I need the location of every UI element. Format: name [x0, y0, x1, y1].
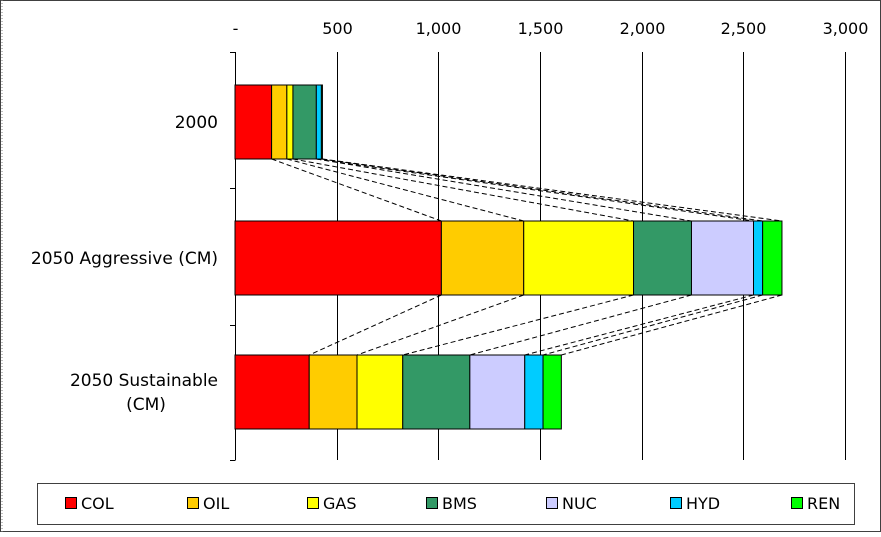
bar-layer — [234, 84, 783, 430]
legend-label-ren: REN — [807, 494, 840, 513]
bar-segment-gas — [286, 84, 294, 160]
bar-segment-gas — [523, 220, 635, 296]
bar-segment-bms — [402, 354, 471, 430]
legend-swatch-col — [65, 497, 77, 509]
series-connector-line — [286, 158, 524, 222]
legend-swatch-hyd — [670, 497, 682, 509]
x-tick-label: 3,000 — [823, 19, 869, 38]
series-connector-line — [316, 158, 692, 222]
x-tick-label: 500 — [322, 19, 353, 38]
legend-label-oil: OIL — [203, 494, 229, 513]
series-connector-line — [356, 294, 524, 356]
series-connector-line — [322, 158, 783, 222]
bar-segment-ren — [320, 84, 323, 160]
legend-swatch-oil — [187, 497, 199, 509]
legend-label-gas: GAS — [323, 494, 357, 513]
legend-label-hyd: HYD — [686, 494, 720, 513]
series-connector-line — [542, 294, 763, 356]
bar-segment-oil — [271, 84, 288, 160]
x-tick-label: 2,500 — [721, 19, 767, 38]
bar-segment-col — [234, 220, 442, 296]
bar-segment-ren — [542, 354, 562, 430]
bar-segment-gas — [356, 354, 404, 430]
bar-segment-hyd — [753, 220, 764, 296]
series-connector-line — [321, 158, 763, 222]
bar-segment-ren — [762, 220, 783, 296]
category-label: 2000 — [175, 113, 218, 133]
series-connector-line — [316, 158, 754, 222]
bar-segment-oil — [440, 220, 525, 296]
legend: COL OIL GAS BMS NUC HYD REN — [37, 483, 855, 525]
legend-swatch-bms — [426, 497, 438, 509]
bar-segment-nuc — [690, 220, 755, 296]
series-connector-line — [309, 294, 442, 356]
legend-swatch-gas — [307, 497, 319, 509]
bar-segment-col — [234, 354, 310, 430]
x-tick-label: 2,000 — [620, 19, 666, 38]
x-tick-label: 1,000 — [416, 19, 462, 38]
bar-segment-bms — [292, 84, 317, 160]
series-connector-line — [271, 158, 442, 222]
category-label: (CM) — [126, 395, 166, 415]
x-tick-label: 1,500 — [518, 19, 564, 38]
bar-segment-col — [234, 84, 273, 160]
category-label: 2050 Aggressive (CM) — [31, 249, 218, 269]
legend-swatch-ren — [791, 497, 803, 509]
legend-box — [37, 483, 855, 525]
series-connector-line — [292, 158, 634, 222]
legend-label-nuc: NUC — [562, 494, 597, 513]
bar-segment-oil — [308, 354, 358, 430]
legend-swatch-nuc — [546, 497, 558, 509]
bar-segment-hyd — [524, 354, 544, 430]
x-tick-label: - — [233, 19, 239, 38]
bar-segment-nuc — [469, 354, 526, 430]
category-label: 2050 Sustainable — [70, 371, 218, 391]
legend-label-bms: BMS — [442, 494, 477, 513]
legend-label-col: COL — [81, 494, 114, 513]
category-label-layer: 2000 2050 Aggressive (CM) 2050 Sustainable… — [31, 113, 218, 415]
bar-segment-hyd — [315, 84, 322, 160]
series-connector-line — [469, 294, 692, 356]
series-connector-line — [561, 294, 783, 356]
axis-layer: - 500 1,000 1,500 2,000 2,500 3,000 — [230, 19, 868, 461]
bar-segment-bms — [633, 220, 692, 296]
connector-layer — [271, 158, 783, 356]
